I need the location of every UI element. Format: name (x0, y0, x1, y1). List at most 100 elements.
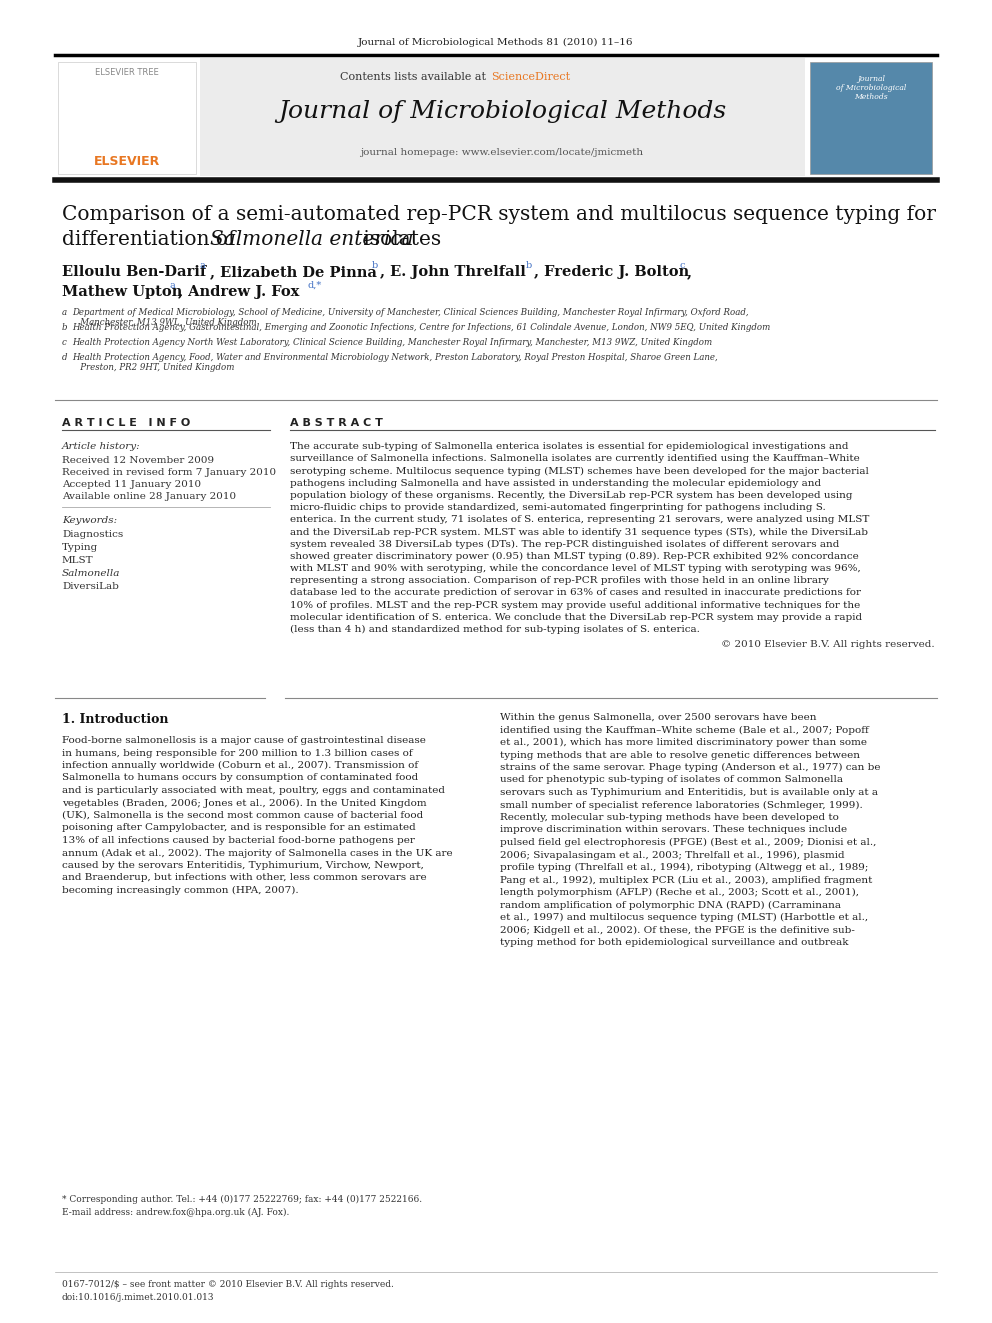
Text: with MLST and 90% with serotyping, while the concordance level of MLST typing wi: with MLST and 90% with serotyping, while… (290, 564, 861, 573)
FancyBboxPatch shape (810, 62, 932, 175)
Text: ScienceDirect: ScienceDirect (491, 71, 570, 82)
Text: typing method for both epidemiological surveillance and outbreak: typing method for both epidemiological s… (500, 938, 848, 947)
Text: Contents lists available at: Contents lists available at (340, 71, 490, 82)
Text: A R T I C L E   I N F O: A R T I C L E I N F O (62, 418, 190, 429)
Text: and Braenderup, but infections with other, less common serovars are: and Braenderup, but infections with othe… (62, 873, 427, 882)
Text: b: b (372, 261, 378, 270)
Text: Pang et al., 1992), multiplex PCR (Liu et al., 2003), amplified fragment: Pang et al., 1992), multiplex PCR (Liu e… (500, 876, 872, 885)
Text: profile typing (Threlfall et al., 1994), ribotyping (Altwegg et al., 1989;: profile typing (Threlfall et al., 1994),… (500, 863, 868, 872)
Text: , Elizabeth De Pinna: , Elizabeth De Pinna (210, 265, 377, 279)
Text: ELSEVIER: ELSEVIER (94, 155, 160, 168)
Text: A B S T R A C T: A B S T R A C T (290, 418, 383, 429)
Text: , Andrew J. Fox: , Andrew J. Fox (178, 284, 300, 299)
Text: Recently, molecular sub-typing methods have been developed to: Recently, molecular sub-typing methods h… (500, 814, 839, 822)
Text: surveillance of Salmonella infections. Salmonella isolates are currently identif: surveillance of Salmonella infections. S… (290, 454, 860, 463)
Text: in humans, being responsible for 200 million to 1.3 billion cases of: in humans, being responsible for 200 mil… (62, 749, 413, 758)
Text: system revealed 38 DiversiLab types (DTs). The rep-PCR distinguished isolates of: system revealed 38 DiversiLab types (DTs… (290, 540, 839, 549)
Text: * Corresponding author. Tel.: +44 (0)177 25222769; fax: +44 (0)177 2522166.: * Corresponding author. Tel.: +44 (0)177… (62, 1195, 423, 1204)
FancyBboxPatch shape (200, 58, 805, 176)
Text: a: a (170, 280, 176, 290)
Text: Received in revised form 7 January 2010: Received in revised form 7 January 2010 (62, 468, 276, 478)
Text: ,: , (687, 265, 692, 279)
Text: small number of specialist reference laboratories (Schmleger, 1999).: small number of specialist reference lab… (500, 800, 863, 810)
Text: improve discrimination within serovars. These techniques include: improve discrimination within serovars. … (500, 826, 847, 835)
Text: serotyping scheme. Multilocus sequence typing (MLST) schemes have been developed: serotyping scheme. Multilocus sequence t… (290, 467, 869, 475)
Text: pulsed field gel electrophoresis (PFGE) (Best et al., 2009; Dionisi et al.,: pulsed field gel electrophoresis (PFGE) … (500, 837, 876, 847)
Text: 2006; Sivapalasingam et al., 2003; Threlfall et al., 1996), plasmid: 2006; Sivapalasingam et al., 2003; Threl… (500, 851, 844, 860)
Text: MLST: MLST (62, 556, 93, 565)
FancyBboxPatch shape (58, 62, 196, 175)
Text: Journal of Microbiological Methods 81 (2010) 11–16: Journal of Microbiological Methods 81 (2… (358, 38, 634, 48)
Text: 13% of all infections caused by bacterial food-borne pathogens per: 13% of all infections caused by bacteria… (62, 836, 415, 845)
Text: b: b (62, 323, 67, 332)
Text: length polymorphism (AFLP) (Reche et al., 2003; Scott et al., 2001),: length polymorphism (AFLP) (Reche et al.… (500, 888, 859, 897)
Text: differentiation of: differentiation of (62, 230, 242, 249)
Text: becoming increasingly common (HPA, 2007).: becoming increasingly common (HPA, 2007)… (62, 886, 299, 896)
Text: Available online 28 January 2010: Available online 28 January 2010 (62, 492, 236, 501)
Text: random amplification of polymorphic DNA (RAPD) (Carraminana: random amplification of polymorphic DNA … (500, 901, 841, 910)
Text: Salmonella to humans occurs by consumption of contaminated food: Salmonella to humans occurs by consumpti… (62, 774, 419, 782)
Text: 10% of profiles. MLST and the rep-PCR system may provide useful additional infor: 10% of profiles. MLST and the rep-PCR sy… (290, 601, 860, 610)
Text: Health Protection Agency, Food, Water and Environmental Microbiology Network, Pr: Health Protection Agency, Food, Water an… (72, 353, 718, 372)
Text: d,*: d,* (308, 280, 322, 290)
Text: Diagnostics: Diagnostics (62, 531, 123, 538)
Text: micro-fluidic chips to provide standardized, semi-automated fingerprinting for p: micro-fluidic chips to provide standardi… (290, 503, 825, 512)
Text: serovars such as Typhimurium and Enteritidis, but is available only at a: serovars such as Typhimurium and Enterit… (500, 789, 878, 796)
Text: Accepted 11 January 2010: Accepted 11 January 2010 (62, 480, 201, 490)
Text: (less than 4 h) and standardized method for sub-typing isolates of S. enterica.: (less than 4 h) and standardized method … (290, 624, 700, 634)
Text: Salmonella: Salmonella (62, 569, 120, 578)
Text: showed greater discriminatory power (0.95) than MLST typing (0.89). Rep-PCR exhi: showed greater discriminatory power (0.9… (290, 552, 859, 561)
Text: Health Protection Agency North West Laboratory, Clinical Science Building, Manch: Health Protection Agency North West Labo… (72, 337, 712, 347)
Text: vegetables (Braden, 2006; Jones et al., 2006). In the United Kingdom: vegetables (Braden, 2006; Jones et al., … (62, 799, 427, 807)
Text: c: c (680, 261, 685, 270)
Text: annum (Adak et al., 2002). The majority of Salmonella cases in the UK are: annum (Adak et al., 2002). The majority … (62, 848, 452, 857)
Text: 0167-7012/$ – see front matter © 2010 Elsevier B.V. All rights reserved.: 0167-7012/$ – see front matter © 2010 El… (62, 1279, 394, 1289)
Text: Health Protection Agency, Gastrointestinal, Emerging and Zoonotic Infections, Ce: Health Protection Agency, Gastrointestin… (72, 323, 770, 332)
Text: a: a (62, 308, 67, 318)
Text: (UK), Salmonella is the second most common cause of bacterial food: (UK), Salmonella is the second most comm… (62, 811, 424, 820)
Text: ELSEVIER TREE: ELSEVIER TREE (95, 67, 159, 77)
Text: pathogens including Salmonella and have assisted in understanding the molecular : pathogens including Salmonella and have … (290, 479, 821, 488)
Text: Mathew Upton: Mathew Upton (62, 284, 183, 299)
Text: Salmonella enterica: Salmonella enterica (210, 230, 414, 249)
Text: isolates: isolates (357, 230, 441, 249)
Text: representing a strong association. Comparison of rep-PCR profiles with those hel: representing a strong association. Compa… (290, 577, 829, 585)
Text: typing methods that are able to resolve genetic differences between: typing methods that are able to resolve … (500, 750, 860, 759)
Text: b: b (526, 261, 533, 270)
Text: Within the genus Salmonella, over 2500 serovars have been: Within the genus Salmonella, over 2500 s… (500, 713, 816, 722)
Text: strains of the same serovar. Phage typing (Anderson et al., 1977) can be: strains of the same serovar. Phage typin… (500, 763, 881, 773)
Text: 1. Introduction: 1. Introduction (62, 713, 169, 726)
Text: identified using the Kauffman–White scheme (Bale et al., 2007; Popoff: identified using the Kauffman–White sche… (500, 725, 869, 734)
Text: © 2010 Elsevier B.V. All rights reserved.: © 2010 Elsevier B.V. All rights reserved… (721, 640, 935, 650)
Text: Keywords:: Keywords: (62, 516, 117, 525)
Text: et al., 2001), which has more limited discriminatory power than some: et al., 2001), which has more limited di… (500, 738, 867, 747)
Text: d: d (62, 353, 67, 363)
Text: , E. John Threlfall: , E. John Threlfall (380, 265, 526, 279)
Text: 2006; Kidgell et al., 2002). Of these, the PFGE is the definitive sub-: 2006; Kidgell et al., 2002). Of these, t… (500, 926, 855, 934)
Text: c: c (62, 337, 66, 347)
Text: Elloulu Ben-Darif: Elloulu Ben-Darif (62, 265, 206, 279)
Text: Article history:: Article history: (62, 442, 141, 451)
Text: Journal of Microbiological Methods: Journal of Microbiological Methods (278, 101, 726, 123)
Text: used for phenotypic sub-typing of isolates of common Salmonella: used for phenotypic sub-typing of isolat… (500, 775, 843, 785)
Text: Typing: Typing (62, 542, 98, 552)
Text: and the DiversiLab rep-PCR system. MLST was able to identify 31 sequence types (: and the DiversiLab rep-PCR system. MLST … (290, 528, 868, 537)
Text: journal homepage: www.elsevier.com/locate/jmicmeth: journal homepage: www.elsevier.com/locat… (360, 148, 644, 157)
Text: a: a (200, 261, 205, 270)
Text: doi:10.1016/j.mimet.2010.01.013: doi:10.1016/j.mimet.2010.01.013 (62, 1293, 214, 1302)
Text: database led to the accurate prediction of serovar in 63% of cases and resulted : database led to the accurate prediction … (290, 589, 861, 598)
Text: Department of Medical Microbiology, School of Medicine, University of Manchester: Department of Medical Microbiology, Scho… (72, 308, 749, 327)
Text: The accurate sub-typing of Salmonella enterica isolates is essential for epidemi: The accurate sub-typing of Salmonella en… (290, 442, 848, 451)
Text: , Frederic J. Bolton: , Frederic J. Bolton (534, 265, 689, 279)
Text: molecular identification of S. enterica. We conclude that the DiversiLab rep-PCR: molecular identification of S. enterica.… (290, 613, 862, 622)
Text: Journal
of Microbiological
Methods: Journal of Microbiological Methods (836, 75, 906, 102)
Text: infection annually worldwide (Coburn et al., 2007). Transmission of: infection annually worldwide (Coburn et … (62, 761, 418, 770)
Text: et al., 1997) and multilocus sequence typing (MLST) (Harbottle et al.,: et al., 1997) and multilocus sequence ty… (500, 913, 868, 922)
Text: poisoning after Campylobacter, and is responsible for an estimated: poisoning after Campylobacter, and is re… (62, 823, 416, 832)
Text: Comparison of a semi-automated rep-PCR system and multilocus sequence typing for: Comparison of a semi-automated rep-PCR s… (62, 205, 936, 224)
Text: Received 12 November 2009: Received 12 November 2009 (62, 456, 214, 464)
Text: and is particularly associated with meat, poultry, eggs and contaminated: and is particularly associated with meat… (62, 786, 445, 795)
Text: DiversiLab: DiversiLab (62, 582, 119, 591)
Text: caused by the serovars Enteritidis, Typhimurium, Virchow, Newport,: caused by the serovars Enteritidis, Typh… (62, 861, 424, 871)
Text: enterica. In the current study, 71 isolates of S. enterica, representing 21 sero: enterica. In the current study, 71 isola… (290, 515, 869, 524)
